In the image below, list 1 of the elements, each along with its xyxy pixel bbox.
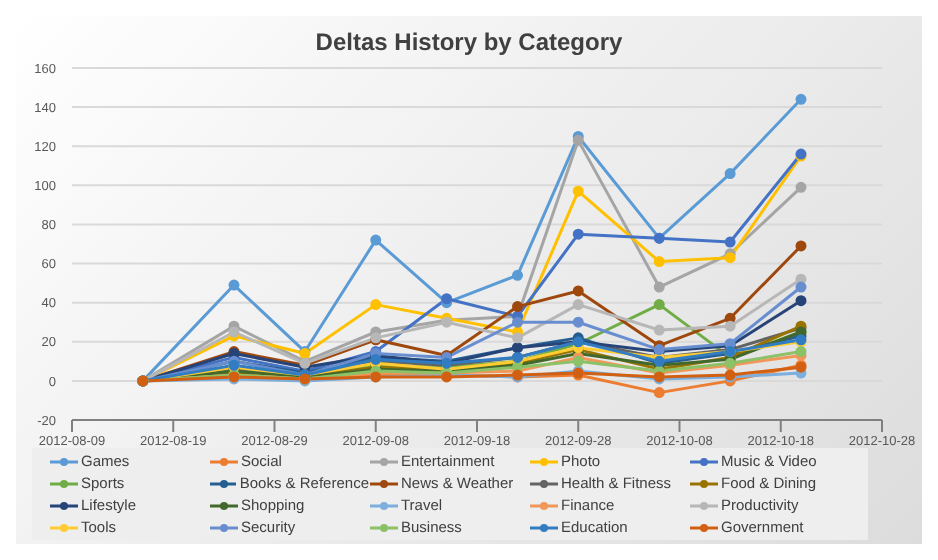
chart-title: Deltas History by Category <box>313 26 625 56</box>
